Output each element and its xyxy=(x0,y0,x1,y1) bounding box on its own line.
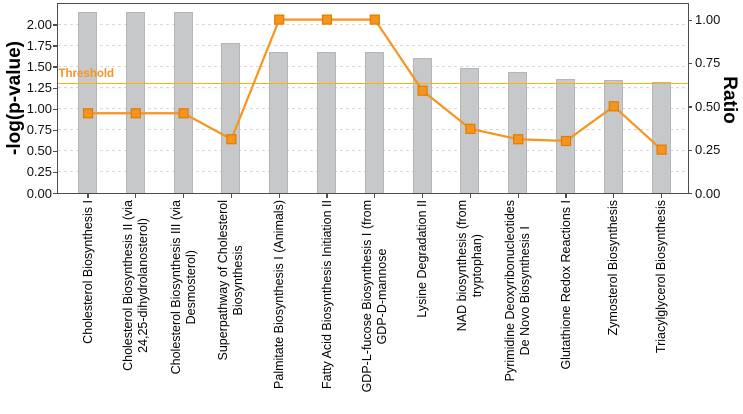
left-axis-tick xyxy=(52,150,57,153)
x-axis-tick xyxy=(565,194,567,198)
x-axis-tick xyxy=(183,194,185,198)
category-label: Cholesterol Biosynthesis II (via 24,25-d… xyxy=(120,200,150,371)
category-label: Fatty Acid Biosynthesis Initiation II xyxy=(319,200,334,389)
right-axis-tick xyxy=(688,149,692,151)
ratio-line-layer xyxy=(82,14,667,155)
right-axis-tick xyxy=(688,193,692,195)
category-label: Glutathione Redox Reactions I xyxy=(558,200,573,370)
category-label: Pyrimidine Deoxyribonucleotides De Novo … xyxy=(503,200,533,382)
right-tick-label: 0.50 xyxy=(695,98,721,114)
x-axis-tick xyxy=(230,194,233,198)
pvalue-bar xyxy=(78,11,97,193)
left-axis-tick xyxy=(52,193,57,195)
x-axis-tick xyxy=(517,194,519,198)
pvalue-bar xyxy=(269,51,289,193)
category-label: Superpathway of Cholesterol Biosynthesis xyxy=(216,200,246,361)
left-axis-tick xyxy=(52,66,57,68)
pvalue-bar xyxy=(173,11,193,193)
category-label: NAD biosynthesis (from tryptophan) xyxy=(455,200,485,332)
ratio-marker xyxy=(225,133,236,144)
x-axis-tick xyxy=(326,194,328,198)
left-axis-tick xyxy=(52,87,57,89)
left-tick-label: 0.25 xyxy=(26,164,52,180)
right-axis-tick xyxy=(688,19,692,21)
x-axis-tick xyxy=(469,194,472,198)
right-tick-label: 0.75 xyxy=(695,55,721,71)
category-label: Cholesterol Biosynthesis I xyxy=(80,200,95,344)
category-label: Cholesterol Biosynthesis III (via Desmos… xyxy=(168,200,198,375)
gridline xyxy=(57,44,688,46)
right-axis-tick xyxy=(688,62,692,65)
ratio-marker xyxy=(560,135,571,146)
pvalue-bar xyxy=(651,81,671,193)
ratio-marker xyxy=(273,14,284,25)
ratio-marker xyxy=(655,144,667,155)
x-axis-tick xyxy=(135,194,137,198)
left-axis-tick xyxy=(52,45,57,47)
threshold-line xyxy=(57,82,688,84)
left-tick-label: 1.00 xyxy=(26,101,52,117)
ratio-marker xyxy=(321,14,332,25)
left-tick-label: 2.00 xyxy=(26,16,52,32)
ratio-marker xyxy=(464,123,475,134)
pvalue-bar xyxy=(364,51,384,193)
ratio-marker xyxy=(417,85,428,96)
left-tick-label: 0.50 xyxy=(26,143,52,159)
ratio-marker xyxy=(82,107,93,118)
left-axis-tick xyxy=(52,24,57,26)
plot-area: Threshold xyxy=(56,2,689,194)
x-axis-tick xyxy=(422,194,424,198)
category-label: Triacylglycerol Biosynthesis xyxy=(654,200,669,354)
ratio-marker xyxy=(512,133,523,144)
left-axis-tick xyxy=(52,108,57,110)
pvalue-bar xyxy=(508,71,528,193)
left-axis-tick xyxy=(52,129,57,132)
x-axis-tick xyxy=(278,194,280,198)
left-tick-label: 1.25 xyxy=(26,80,52,96)
left-tick-label: 1.50 xyxy=(26,58,52,74)
x-axis-tick xyxy=(87,194,89,198)
x-axis-tick xyxy=(661,194,663,198)
ratio-marker xyxy=(608,100,619,111)
ratio-marker xyxy=(369,14,380,25)
right-tick-label: 0.25 xyxy=(695,142,721,158)
category-label: Lysine Degradation II xyxy=(415,200,430,318)
right-axis-tick xyxy=(688,106,692,108)
ratio-line xyxy=(87,18,662,150)
x-axis-tick xyxy=(613,194,615,198)
threshold-label: Threshold xyxy=(58,67,115,80)
ratio-marker xyxy=(130,107,141,118)
category-label: GDP-L-fucose Biosynthesis I (from GDP-D-… xyxy=(359,200,389,393)
gridline xyxy=(57,23,688,25)
pvalue-bar xyxy=(125,11,145,193)
x-axis-tick xyxy=(374,194,376,198)
left-tick-label: 0.75 xyxy=(26,122,52,138)
ratio-marker xyxy=(177,107,189,118)
pvalue-bar xyxy=(317,51,336,193)
left-tick-label: 1.75 xyxy=(26,37,52,53)
right-tick-label: 0.00 xyxy=(695,185,721,201)
left-axis-tick xyxy=(52,171,57,174)
category-label: Zymosterol Biosynthesis xyxy=(606,200,621,336)
left-tick-label: 0.00 xyxy=(26,185,52,201)
right-tick-label: 1.00 xyxy=(695,12,721,28)
category-label: Palmitate Biosynthesis I (Animals) xyxy=(271,200,286,389)
